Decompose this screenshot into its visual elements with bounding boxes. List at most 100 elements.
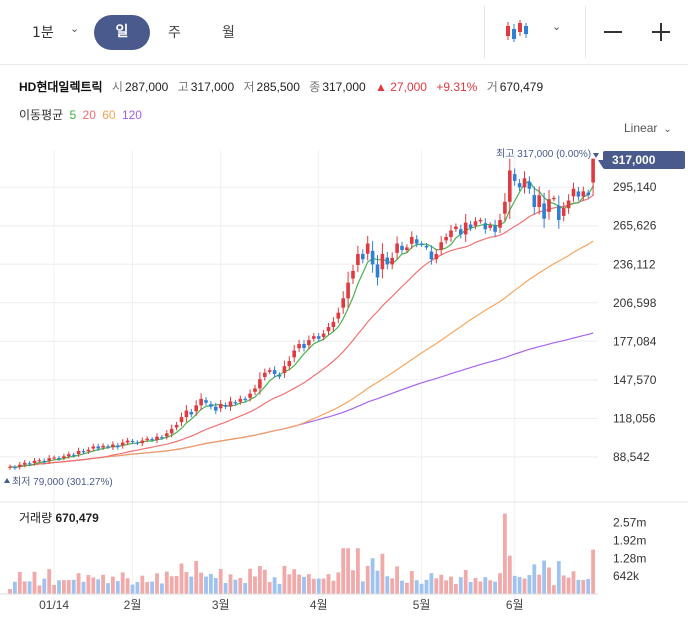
candle-body bbox=[32, 460, 37, 463]
candle-body bbox=[483, 223, 488, 230]
candle-body bbox=[532, 195, 537, 207]
volume-bar bbox=[311, 578, 316, 594]
volume-bar bbox=[125, 578, 130, 594]
tab-day[interactable]: 일 bbox=[94, 15, 150, 50]
candle-body bbox=[576, 191, 581, 197]
volume-bar bbox=[507, 555, 512, 594]
candle-body bbox=[581, 191, 586, 197]
volume-bar bbox=[385, 576, 390, 594]
volume-bar bbox=[542, 560, 546, 594]
candle-body bbox=[517, 183, 522, 188]
volume-bar bbox=[419, 583, 424, 594]
candle-body bbox=[537, 195, 541, 207]
candle-body bbox=[361, 253, 365, 260]
volume-bar bbox=[120, 572, 125, 594]
candle-body bbox=[106, 446, 110, 448]
moving-average-legend[interactable]: 이동평균 5 20 60 120 bbox=[19, 106, 145, 123]
chart-type-chevron-icon[interactable]: ⌄ bbox=[552, 20, 562, 33]
candlestick-chart-icon[interactable] bbox=[504, 18, 530, 44]
volume-bar bbox=[316, 578, 321, 594]
candle-body bbox=[150, 439, 154, 441]
y-tick-label: 88,542 bbox=[613, 450, 650, 464]
candle-body bbox=[37, 460, 42, 462]
candle-body bbox=[263, 372, 267, 377]
candle-body bbox=[238, 398, 243, 402]
volume-bar bbox=[62, 580, 66, 594]
candle-body bbox=[243, 398, 247, 401]
volume-bar bbox=[483, 577, 488, 594]
candle-body bbox=[101, 445, 105, 448]
candle-body bbox=[410, 237, 414, 244]
candle-body bbox=[253, 388, 257, 392]
candle-body bbox=[341, 298, 345, 308]
volume-bar bbox=[576, 579, 581, 594]
change-percent: +9.31% bbox=[436, 80, 478, 94]
volume-bar bbox=[365, 565, 370, 594]
volume-bar bbox=[512, 575, 517, 594]
candle-body bbox=[111, 444, 115, 448]
candle-body bbox=[233, 402, 238, 404]
scale-dropdown[interactable]: Linear ⌄ bbox=[624, 121, 672, 135]
stock-name: HD현대일렉트릭 bbox=[19, 80, 103, 94]
candle-body bbox=[375, 264, 380, 278]
volume-bar bbox=[444, 580, 448, 594]
volume-bar bbox=[321, 578, 326, 594]
volume-bar bbox=[556, 561, 561, 594]
candle-body bbox=[86, 449, 91, 452]
candle-body bbox=[165, 433, 169, 437]
volume-title-label: 거래량 bbox=[19, 511, 53, 525]
volume-bar bbox=[213, 578, 218, 594]
zoom-in-button[interactable] bbox=[652, 23, 670, 41]
candle-body bbox=[120, 442, 125, 446]
candle-body bbox=[591, 158, 595, 183]
volume-bar bbox=[390, 578, 395, 594]
volume-bar bbox=[101, 574, 105, 594]
chevron-down-icon: ⌄ bbox=[70, 22, 80, 35]
high-marker-icon bbox=[593, 153, 599, 158]
candle-body bbox=[140, 440, 145, 444]
volume-value: 670,479 bbox=[499, 80, 544, 94]
volume-bar bbox=[277, 583, 282, 594]
volume-bar bbox=[272, 577, 277, 594]
volume-bar bbox=[493, 581, 497, 594]
zoom-out-button[interactable] bbox=[604, 31, 622, 33]
tab-week[interactable]: 주 bbox=[168, 25, 181, 41]
high-label: 고 bbox=[177, 80, 189, 94]
volume-bar bbox=[71, 579, 76, 594]
candle-body bbox=[199, 398, 203, 406]
volume-bar bbox=[351, 570, 355, 594]
volume-bar bbox=[517, 577, 522, 594]
candle-body bbox=[214, 406, 218, 411]
volume-bar bbox=[400, 580, 404, 594]
candle-body bbox=[503, 201, 507, 214]
timeframe-dropdown[interactable]: 1분 ⌄ bbox=[32, 22, 79, 42]
candle-body bbox=[179, 417, 184, 423]
candle-body bbox=[194, 405, 198, 412]
candle-body bbox=[429, 251, 434, 260]
high-annotation: 최고 317,000 (0.00%) bbox=[496, 148, 591, 160]
candle-body bbox=[209, 404, 213, 407]
candle-body bbox=[561, 208, 566, 216]
candle-body bbox=[302, 344, 306, 348]
volume-bar bbox=[468, 581, 473, 594]
candle-body bbox=[365, 243, 370, 254]
volume-bar bbox=[17, 571, 22, 594]
candle-body bbox=[57, 458, 61, 460]
candle-body bbox=[390, 257, 394, 265]
candle-body bbox=[71, 454, 76, 456]
volume-bar bbox=[405, 582, 409, 594]
current-price-label: 317,000 bbox=[612, 153, 656, 167]
volume-bar bbox=[571, 571, 576, 594]
tab-month[interactable]: 월 bbox=[222, 25, 235, 41]
volume-title-value: 670,479 bbox=[55, 511, 99, 525]
volume-bar bbox=[473, 577, 478, 594]
volume-bar bbox=[13, 581, 17, 594]
volume-bar bbox=[292, 569, 297, 594]
candle-body bbox=[449, 230, 453, 237]
change-value: ▲ 27,000 bbox=[375, 80, 427, 94]
volume-bar bbox=[8, 589, 12, 594]
candle-body bbox=[566, 200, 571, 209]
low-label: 저 bbox=[243, 80, 255, 94]
candle-body bbox=[493, 225, 497, 232]
